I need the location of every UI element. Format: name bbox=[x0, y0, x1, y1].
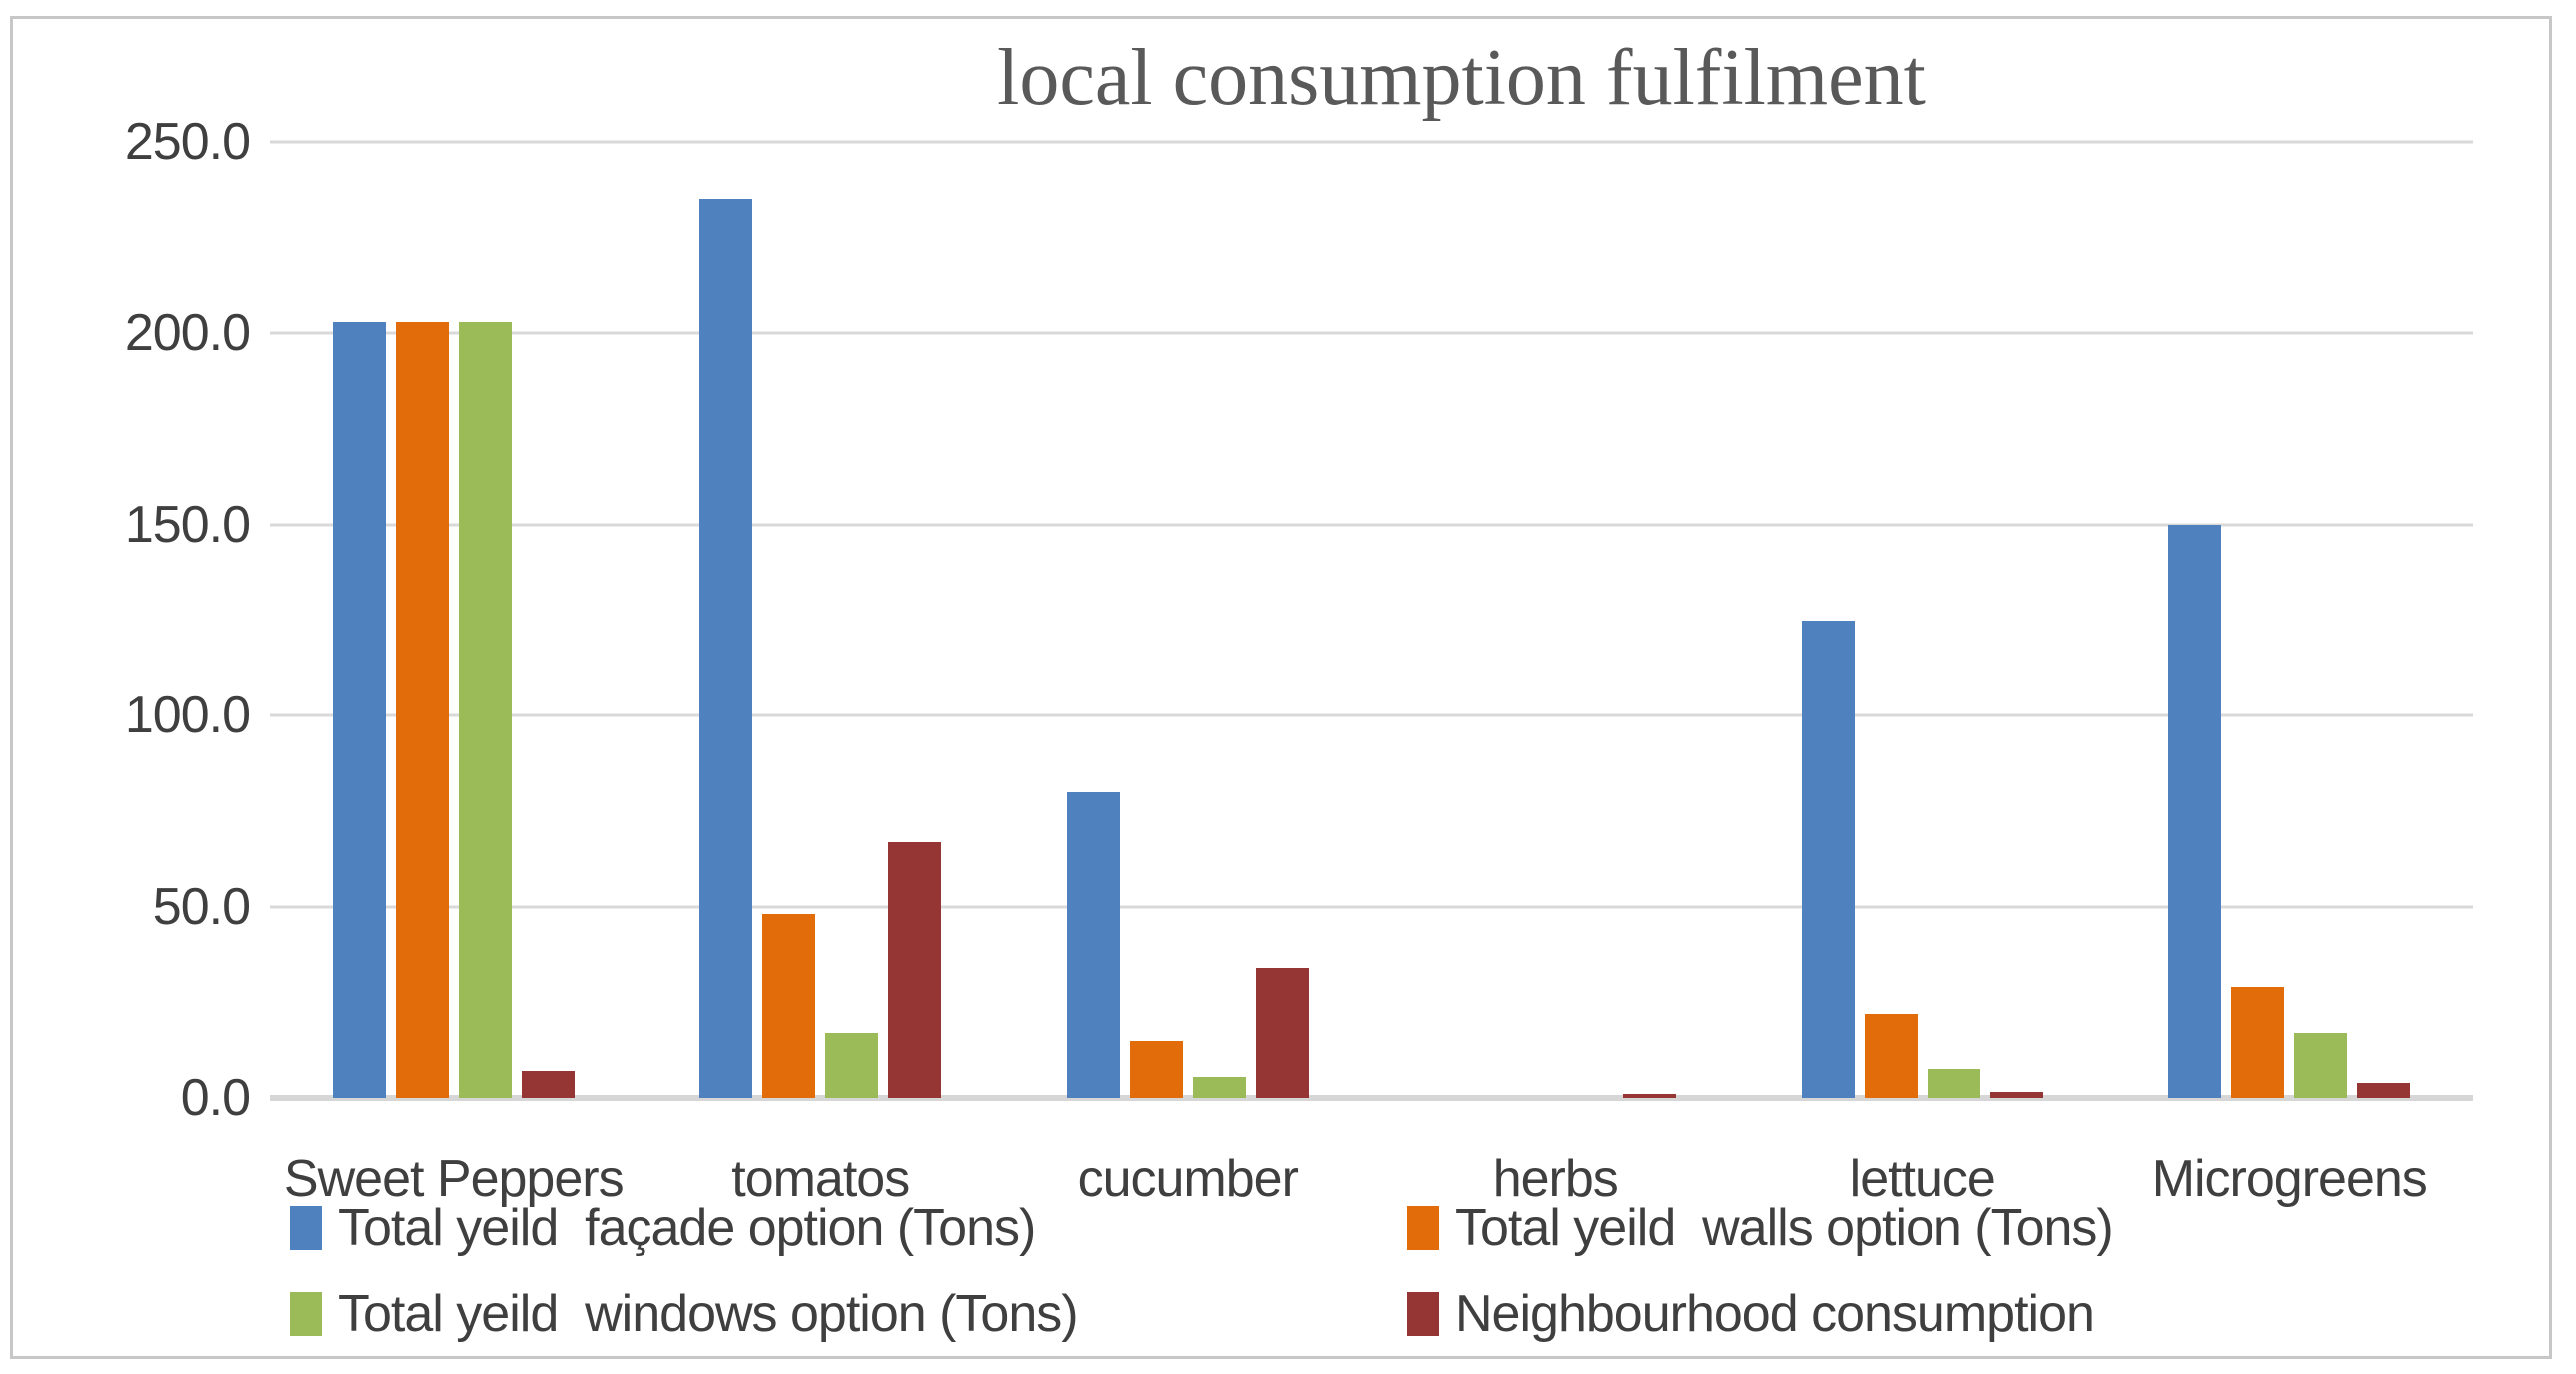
gridline bbox=[270, 331, 2473, 335]
legend-item: Total yeild façade option (Tons) bbox=[290, 1202, 1407, 1254]
bar-series-3-category-1 bbox=[888, 841, 942, 1098]
bar-series-2-category-2 bbox=[1192, 1076, 1246, 1098]
bar-series-2-category-1 bbox=[825, 1032, 879, 1098]
x-axis-label: herbs bbox=[1492, 1150, 1619, 1208]
chart-title: local consumption fulfilment bbox=[997, 34, 1926, 122]
bar-series-0-category-5 bbox=[2168, 524, 2222, 1098]
bar-group bbox=[1372, 142, 1740, 1098]
gridline bbox=[270, 523, 2473, 527]
legend-swatch-icon bbox=[1407, 1292, 1439, 1336]
x-axis: Sweet Peppers tomatos cucumber herbs lettuce… bbox=[270, 1153, 2473, 1205]
y-tick-label: 50.0 bbox=[152, 877, 251, 936]
gridline bbox=[270, 905, 2473, 909]
legend-swatch-icon bbox=[290, 1292, 322, 1336]
bar-series-0-category-0 bbox=[332, 321, 386, 1098]
legend: Total yeild façade option (Tons) Total ye… bbox=[290, 1202, 2388, 1340]
bar-series-1-category-0 bbox=[395, 321, 449, 1098]
bar-series-3-category-3 bbox=[1623, 1094, 1677, 1098]
y-tick-label: 200.0 bbox=[124, 304, 251, 363]
y-axis: 0.0 50.0 100.0 150.0 200.0 250.0 bbox=[60, 113, 251, 1127]
gridline bbox=[270, 140, 2473, 144]
x-axis-label: Microgreens bbox=[2151, 1150, 2428, 1208]
bar-series-2-category-5 bbox=[2294, 1032, 2348, 1098]
x-axis-label: cucumber bbox=[1077, 1150, 1299, 1208]
legend-swatch-icon bbox=[290, 1206, 322, 1250]
legend-label: Total yeild windows option (Tons) bbox=[338, 1285, 1079, 1343]
legend-swatch-icon bbox=[1407, 1206, 1439, 1250]
bar-series-3-category-5 bbox=[2357, 1082, 2411, 1098]
plot-area bbox=[270, 140, 2473, 1101]
y-tick-label: 250.0 bbox=[124, 113, 251, 171]
legend-label: Total yeild walls option (Tons) bbox=[1455, 1199, 2114, 1257]
y-tick-label: 150.0 bbox=[124, 495, 251, 554]
x-axis-label: lettuce bbox=[1849, 1150, 1996, 1208]
bar-group bbox=[1004, 142, 1372, 1098]
legend-label: Neighbourhood consumption bbox=[1455, 1285, 2095, 1343]
bar-group bbox=[270, 142, 638, 1098]
bar-series-1-category-1 bbox=[762, 914, 816, 1098]
bar-series-0-category-2 bbox=[1066, 791, 1120, 1098]
x-axis-label: Sweet Peppers bbox=[283, 1150, 625, 1208]
bar-series-0-category-4 bbox=[1801, 620, 1855, 1098]
bar-series-1-category-5 bbox=[2231, 987, 2285, 1098]
bar-group bbox=[1739, 142, 2106, 1098]
bar-group bbox=[2106, 142, 2474, 1098]
gridline bbox=[270, 713, 2473, 717]
bar-series-2-category-4 bbox=[1927, 1069, 1980, 1098]
legend-item: Neighbourhood consumption bbox=[1407, 1288, 2388, 1340]
bar-series-0-category-1 bbox=[699, 199, 753, 1098]
x-axis-label: tomatos bbox=[731, 1150, 910, 1208]
legend-item: Total yeild walls option (Tons) bbox=[1407, 1202, 2388, 1254]
bar-series-1-category-4 bbox=[1864, 1013, 1918, 1098]
bar-series-3-category-0 bbox=[521, 1071, 575, 1098]
bar-series-1-category-2 bbox=[1129, 1040, 1183, 1098]
bar-groups bbox=[270, 142, 2473, 1098]
bar-series-3-category-4 bbox=[1989, 1092, 2043, 1098]
bar-series-3-category-2 bbox=[1255, 967, 1309, 1098]
y-tick-label: 0.0 bbox=[180, 1069, 251, 1127]
bar-series-2-category-0 bbox=[458, 321, 512, 1098]
legend-item: Total yeild windows option (Tons) bbox=[290, 1288, 1407, 1340]
x-axis-line bbox=[270, 1095, 2473, 1101]
y-tick-label: 100.0 bbox=[124, 687, 251, 745]
bar-group bbox=[638, 142, 1005, 1098]
legend-label: Total yeild façade option (Tons) bbox=[338, 1199, 1036, 1257]
